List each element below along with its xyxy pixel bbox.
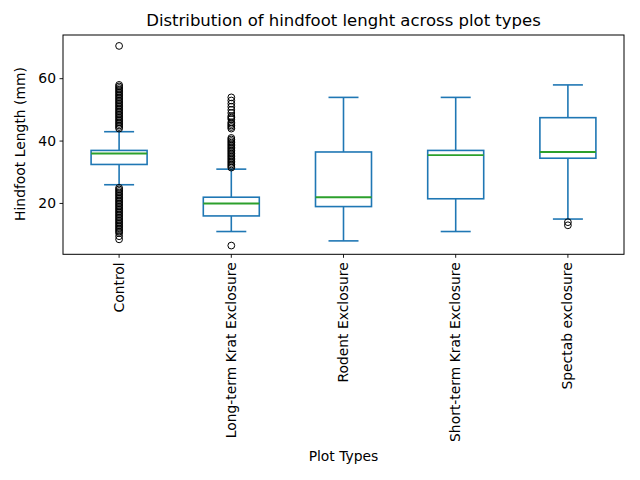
figure: Distribution of hindfoot lenght across p…	[0, 0, 640, 480]
flier-point	[228, 242, 235, 249]
box-rect	[428, 150, 484, 198]
y-tick-label: 60	[38, 70, 56, 86]
y-tick-label: 20	[38, 195, 56, 211]
x-tick-label: Short-term Krat Exclosure	[447, 262, 463, 442]
x-tick-label: Spectab exclosure	[559, 262, 575, 389]
flier-point	[116, 43, 123, 50]
x-tick-label: Rodent Exclosure	[335, 262, 351, 382]
box-rect	[316, 152, 372, 207]
x-tick-label: Control	[111, 262, 127, 312]
box-rect	[203, 197, 259, 216]
y-tick-label: 40	[38, 133, 56, 149]
box-rect	[91, 150, 147, 164]
x-tick-label: Long-term Krat Exclosure	[223, 262, 239, 438]
boxplot-canvas: 20 40 60 Control Long-term Krat Exclosure Rod…	[0, 0, 640, 480]
